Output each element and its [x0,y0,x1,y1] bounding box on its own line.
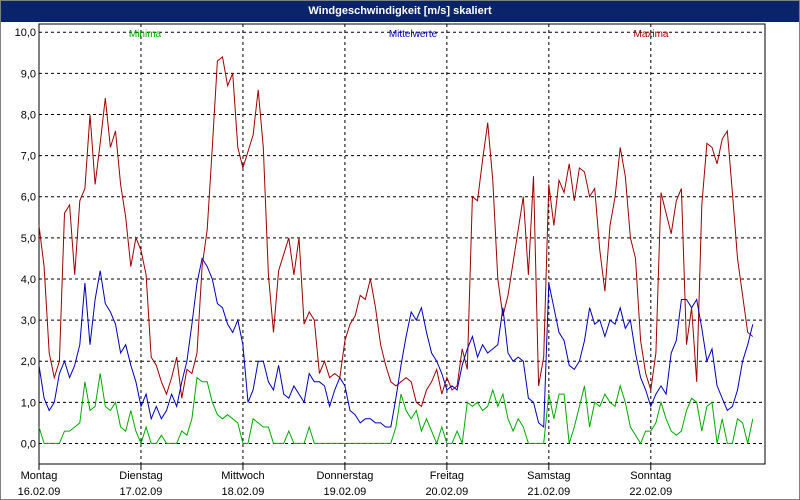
series-line-maxima [38,55,754,408]
legend-entry-mittelwerte: Mittelwerte [389,29,438,40]
x-day-label: Samstag [527,470,570,482]
y-tick-label: 4,0 [21,274,36,286]
x-date-label: 20.02.09 [425,486,468,498]
y-tick-label: 5,0 [21,233,36,245]
y-tick-label: 10,0 [15,27,36,39]
series-line-mittelwerte [38,257,754,429]
legend-entry-maxima: Maxima [633,29,668,40]
y-tick-label: 2,0 [21,356,36,368]
series-lines [38,55,754,446]
x-day-label: Donnerstag [316,470,373,482]
x-date-label: 21.02.09 [527,486,570,498]
gridlines [39,24,765,464]
y-tick-label: 1,0 [21,397,36,409]
y-tick-label: 7,0 [21,151,36,163]
y-tick-label: 0,0 [21,438,36,450]
series-line-minima [38,373,754,446]
y-tick-label: 3,0 [21,315,36,327]
legend: Minima Mittelwerte Maxima [129,29,669,40]
wind-speed-chart: 0,0 1,0 2,0 3,0 4,0 5,0 6,0 7,0 8,0 9,0 10,0 Monta… [15,23,766,498]
x-day-labels: Montag 16.02.09 Dienstag 17.02.09 Mittwoch 18… [18,464,672,498]
x-date-label: 19.02.09 [323,486,366,498]
x-day-label: Dienstag [119,470,162,482]
window-title: Windgeschwindigkeit [m/s] skaliert [1,1,799,22]
x-date-label: 22.02.09 [629,486,672,498]
x-date-label: 18.02.09 [222,486,265,498]
x-date-label: 16.02.09 [18,486,61,498]
x-date-label: 17.02.09 [120,486,163,498]
x-day-label: Sonntag [630,470,671,482]
legend-entry-minima: Minima [129,29,162,40]
y-tick-label: 9,0 [21,68,36,80]
x-day-label: Freitag [430,470,464,482]
y-tick-label: 6,0 [21,192,36,204]
x-day-label: Montag [21,470,58,482]
x-day-label: Mittwoch [221,470,264,482]
plot-frame [38,23,766,465]
y-tick-labels: 0,0 1,0 2,0 3,0 4,0 5,0 6,0 7,0 8,0 9,0 10,0 [15,27,36,450]
y-tick-label: 8,0 [21,109,36,121]
